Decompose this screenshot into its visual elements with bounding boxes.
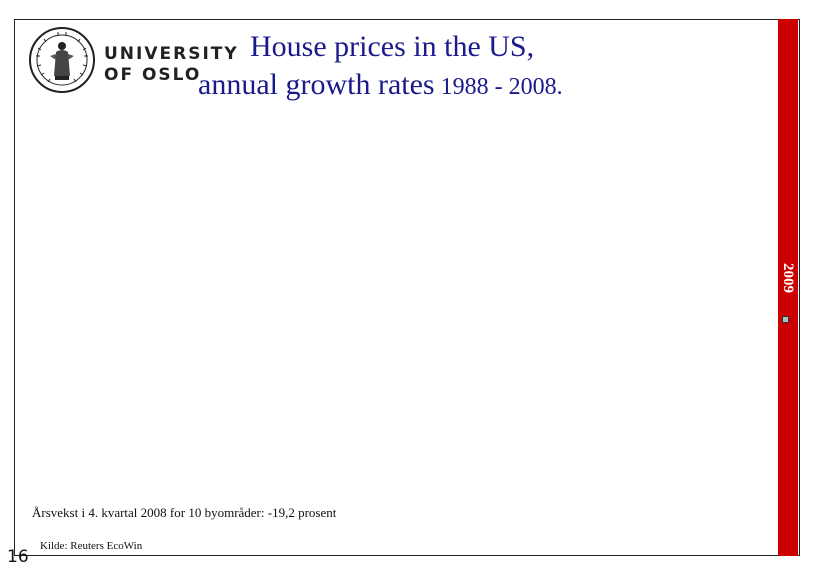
logo-line-1: UNIVERSITY <box>104 44 239 64</box>
university-logo-text: UNIVERSITY OF OSLO <box>104 44 239 86</box>
logo-line-2: OF OSLO <box>104 65 202 85</box>
university-seal-icon <box>29 27 95 93</box>
page-number: 16 <box>7 547 29 567</box>
slide-frame <box>14 19 800 556</box>
source-credit: Kilde: Reuters EcoWin <box>40 540 143 552</box>
slide-title-years: 1988 - 2008. <box>434 74 563 100</box>
slide-title-line-2: annual growth rates 1988 - 2008. <box>198 68 563 102</box>
sidebar-year-label: 2009 <box>780 263 796 293</box>
sidebar-bar <box>778 19 798 556</box>
slide-title-text: annual growth rates <box>198 68 435 101</box>
chart-note: Årsvekst i 4. kvartal 2008 for 10 byområ… <box>32 505 337 520</box>
sidebar-marker-icon <box>782 316 789 323</box>
slide-title-line-1: House prices in the US, <box>250 30 535 63</box>
